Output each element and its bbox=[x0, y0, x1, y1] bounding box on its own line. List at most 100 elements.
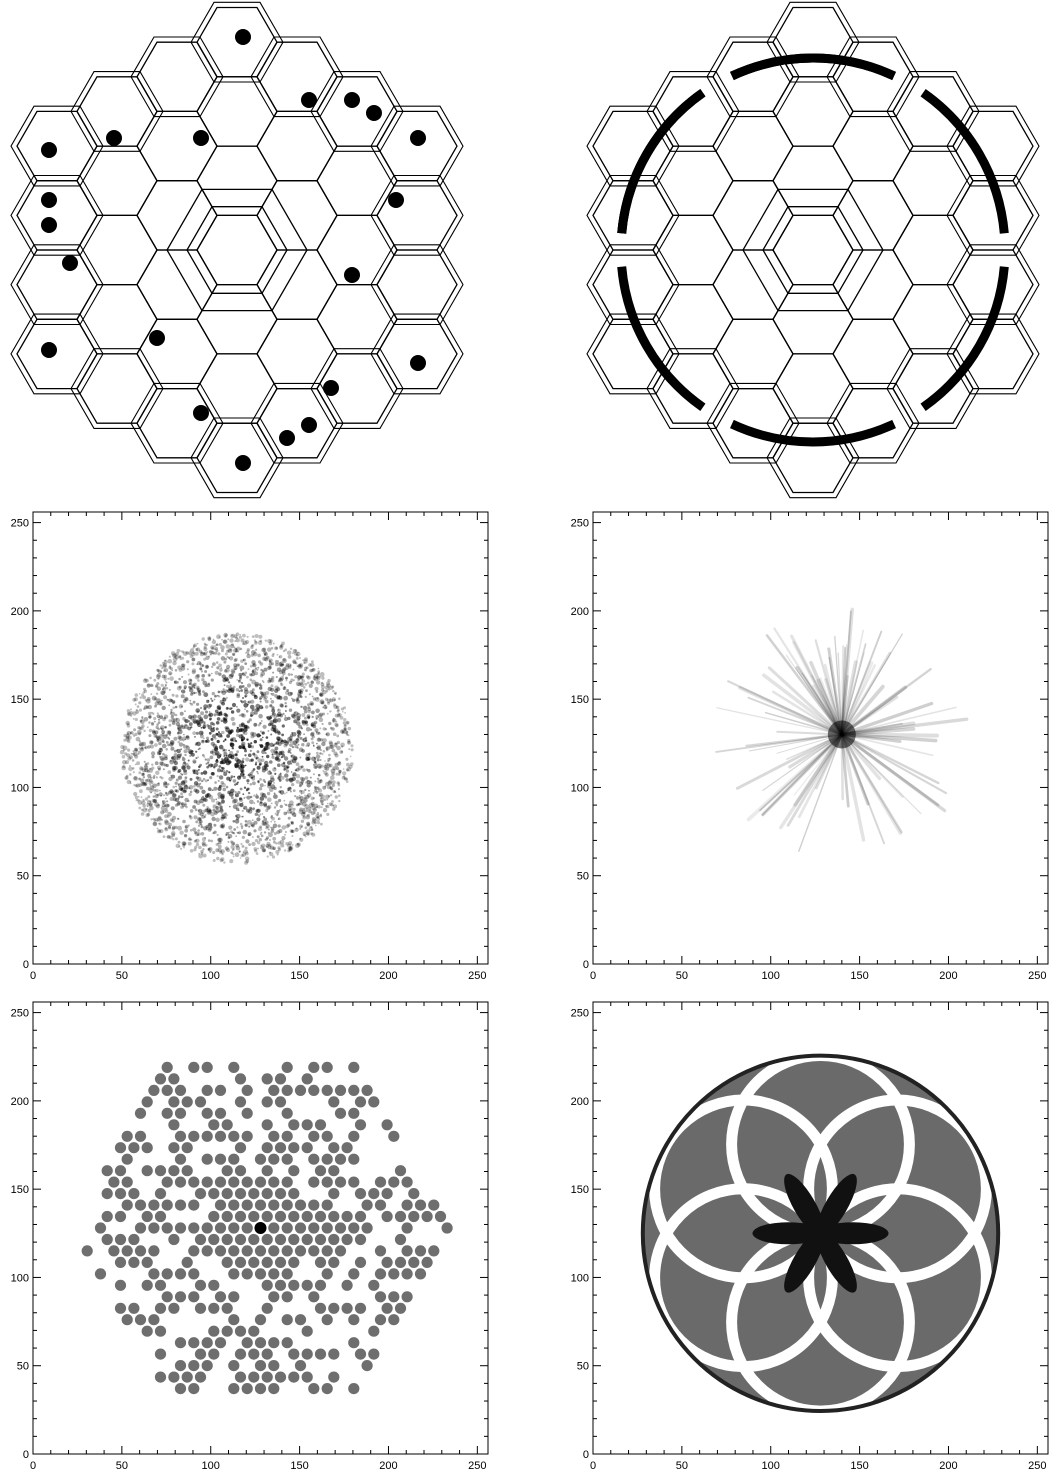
speckle bbox=[228, 749, 230, 752]
speckle bbox=[208, 636, 211, 639]
speckle bbox=[338, 769, 342, 773]
dot bbox=[381, 1210, 393, 1223]
speckle bbox=[338, 713, 342, 717]
speckle bbox=[180, 724, 184, 728]
speckle bbox=[152, 730, 157, 735]
speckle bbox=[172, 838, 175, 841]
speckle bbox=[196, 663, 199, 666]
speckle bbox=[188, 838, 191, 841]
speckle bbox=[325, 689, 329, 693]
speckle bbox=[310, 724, 314, 727]
speckle bbox=[299, 824, 303, 829]
speckle bbox=[206, 765, 210, 769]
speckle bbox=[334, 742, 338, 745]
speckle bbox=[263, 697, 267, 701]
speckle bbox=[207, 779, 210, 781]
speckle bbox=[316, 811, 320, 815]
dot bbox=[261, 1279, 273, 1291]
speckle bbox=[206, 651, 209, 653]
speckle bbox=[133, 784, 136, 787]
speckle bbox=[292, 659, 297, 664]
dot bbox=[241, 1222, 253, 1234]
speckle bbox=[192, 700, 196, 704]
speckle bbox=[300, 799, 305, 804]
speckle bbox=[319, 813, 322, 816]
central-obscuration-inner bbox=[196, 214, 278, 286]
speckle bbox=[218, 775, 224, 780]
speckle bbox=[169, 789, 174, 794]
speckle bbox=[143, 687, 146, 691]
speckle bbox=[237, 791, 241, 795]
speckle bbox=[233, 646, 236, 649]
speckle bbox=[268, 723, 272, 727]
speckle bbox=[171, 700, 176, 704]
x-tick-label: 50 bbox=[116, 1460, 128, 1472]
mirror-segment bbox=[892, 145, 974, 217]
speckle bbox=[325, 781, 330, 787]
image-content bbox=[640, 1049, 1001, 1417]
speckle bbox=[154, 730, 159, 735]
speckle bbox=[220, 645, 225, 650]
speckle bbox=[278, 829, 283, 833]
speckle bbox=[329, 685, 334, 690]
speckle bbox=[207, 822, 212, 828]
speckle bbox=[216, 775, 219, 778]
speckle bbox=[175, 778, 179, 782]
speckle bbox=[262, 724, 267, 729]
speckle bbox=[141, 741, 146, 747]
speckle bbox=[126, 739, 131, 744]
speckle bbox=[195, 800, 201, 805]
speckle bbox=[188, 688, 194, 693]
speckle bbox=[150, 740, 154, 744]
speckle bbox=[289, 790, 292, 793]
speckle bbox=[215, 806, 219, 810]
dot bbox=[328, 1233, 340, 1246]
speckle bbox=[222, 749, 226, 753]
speckle bbox=[288, 739, 293, 743]
speckle bbox=[125, 734, 130, 739]
speckle bbox=[252, 807, 256, 811]
speckle bbox=[182, 680, 188, 685]
speckle bbox=[333, 703, 336, 707]
speckle bbox=[172, 797, 177, 802]
speckle bbox=[175, 789, 179, 793]
speckle bbox=[189, 702, 192, 705]
speckle bbox=[272, 846, 277, 851]
speckle bbox=[274, 731, 278, 734]
speckle bbox=[152, 799, 157, 804]
speckle bbox=[299, 675, 303, 679]
speckle bbox=[148, 782, 151, 784]
speckle bbox=[169, 818, 174, 822]
speckle bbox=[201, 779, 204, 783]
speckle bbox=[268, 641, 273, 646]
speckle bbox=[203, 723, 206, 726]
speckle bbox=[181, 765, 186, 770]
speckle bbox=[299, 688, 304, 693]
mirror-segment bbox=[772, 353, 854, 424]
speckle bbox=[311, 741, 315, 745]
speckle bbox=[239, 677, 242, 680]
dot bbox=[308, 1199, 320, 1211]
speckle bbox=[240, 842, 243, 846]
speckle bbox=[314, 762, 318, 766]
speckle bbox=[184, 828, 189, 833]
speckle bbox=[217, 768, 221, 773]
speckle bbox=[191, 652, 196, 657]
speckle bbox=[200, 823, 203, 826]
dot bbox=[194, 1371, 207, 1383]
annulus-arc bbox=[730, 419, 896, 447]
speckle bbox=[254, 671, 259, 676]
speckle bbox=[213, 766, 216, 769]
speckle bbox=[275, 842, 278, 845]
streak bbox=[814, 639, 843, 736]
dot bbox=[114, 1302, 127, 1314]
speckle bbox=[270, 684, 274, 688]
speckle bbox=[201, 841, 206, 846]
speckle bbox=[156, 804, 160, 809]
streak bbox=[840, 733, 886, 845]
speckle bbox=[210, 763, 214, 768]
speckle bbox=[179, 650, 182, 652]
speckle bbox=[299, 756, 302, 759]
speckle bbox=[154, 800, 157, 803]
mirror-segments bbox=[586, 1, 1040, 499]
